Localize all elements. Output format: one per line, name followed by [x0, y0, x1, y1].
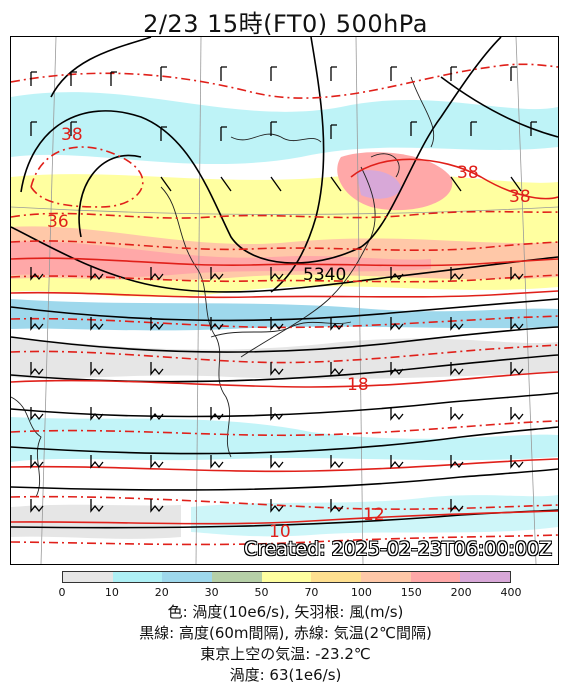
- colorbar-segment: [460, 572, 511, 582]
- colorbar-segment: [63, 572, 113, 582]
- colorbar-segment: [212, 572, 262, 582]
- caption-line-tokyo-temp: 東京上空の気温: -23.2℃: [200, 645, 371, 663]
- colorbar-tick-label: 150: [400, 586, 422, 599]
- colorbar-tick-label: 50: [254, 586, 269, 599]
- temp-label: 38: [457, 163, 479, 183]
- colorbar-tick-label: 400: [500, 586, 522, 599]
- colorbar-segment: [162, 572, 213, 582]
- height-label-5340: 5340: [303, 265, 346, 285]
- colorbar-ticks: 0 10 20 30 50 70 100 150 200 400: [58, 586, 522, 600]
- chart-title: 2/23 15時(FT0) 500hPa: [143, 10, 428, 38]
- coastline: [11, 76, 435, 498]
- colorbar-segment: [311, 572, 362, 582]
- colorbar-segment: [261, 572, 312, 582]
- temp-label: 38: [509, 187, 531, 207]
- colorbar-segment: [410, 572, 461, 582]
- temp-label: 38: [61, 125, 83, 145]
- created-timestamp: Created: 2025-02-23T06:00:00Z: [243, 538, 552, 560]
- caption-line-legend-contours: 黒線: 高度(60m間隔), 赤線: 気温(2℃間隔): [139, 624, 432, 642]
- temp-label: 12: [363, 505, 385, 525]
- colorbar-tick-label: 10: [104, 586, 119, 599]
- map-canvas: 5340 38 36 38 38 18 12 10: [11, 37, 558, 564]
- colorbar-segment: [361, 572, 411, 582]
- vorticity-colorbar: [62, 571, 511, 583]
- colorbar-tick-label: 100: [350, 586, 372, 599]
- colorbar-tick-label: 30: [204, 586, 219, 599]
- graticule: [11, 37, 558, 564]
- caption-line-legend-color: 色: 渦度(10e6/s), 矢羽根: 風(m/s): [167, 603, 404, 621]
- temp-label: 18: [347, 375, 369, 395]
- caption-line-vorticity: 渦度: 63(1e6/s): [229, 666, 342, 684]
- weather-map: 5340 38 36 38 38 18 12 10 Created: 2025-…: [10, 36, 559, 565]
- colorbar-tick-label: 0: [58, 586, 66, 599]
- wind-barbs: [30, 66, 537, 513]
- caption: 色: 渦度(10e6/s), 矢羽根: 風(m/s) 黒線: 高度(60m間隔)…: [0, 602, 571, 686]
- vorticity-shading: [11, 92, 558, 539]
- colorbar-tick-label: 70: [304, 586, 319, 599]
- height-contours: [11, 37, 558, 529]
- colorbar-segment: [112, 572, 163, 582]
- temp-label: 36: [47, 212, 69, 232]
- contour-labels: 5340 38 36 38 38 18 12 10: [47, 125, 531, 542]
- colorbar-tick-label: 20: [154, 586, 169, 599]
- temp-label: 10: [269, 522, 291, 542]
- colorbar-tick-label: 200: [450, 586, 472, 599]
